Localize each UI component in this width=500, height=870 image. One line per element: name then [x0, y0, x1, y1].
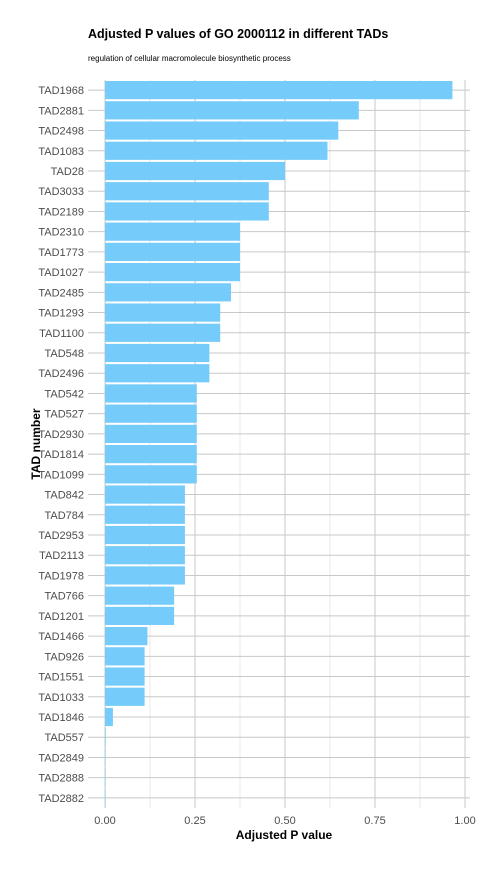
bar	[105, 789, 106, 807]
bar	[105, 769, 106, 787]
bars	[105, 81, 452, 807]
y-tick-label: TAD2498	[38, 126, 84, 138]
bar	[105, 647, 145, 665]
y-tick-label: TAD1466	[38, 631, 84, 643]
y-tick-label: TAD548	[44, 348, 84, 360]
y-tick-label: TAD3033	[38, 186, 84, 198]
bar	[105, 263, 240, 281]
y-tick-label: TAD2310	[38, 227, 84, 239]
bar	[105, 566, 185, 584]
x-tick-label: 0.00	[94, 815, 115, 827]
bar	[105, 384, 197, 402]
y-tick-label: TAD1978	[38, 570, 84, 582]
x-tick-label: 1.00	[454, 815, 475, 827]
bar	[105, 202, 269, 220]
bar	[105, 405, 197, 423]
bar	[105, 748, 106, 766]
bar	[105, 485, 185, 503]
bar	[105, 728, 106, 746]
x-tick-label: 0.50	[274, 815, 295, 827]
bar	[105, 425, 197, 443]
y-tick-label: TAD2496	[38, 368, 84, 380]
x-tick-labels: 0.00 0.25 0.50 0.75 1.00	[94, 815, 475, 827]
bar	[105, 223, 240, 241]
y-tick-label: TAD2189	[38, 206, 84, 218]
y-tick-label: TAD784	[44, 510, 84, 522]
bar	[105, 587, 174, 605]
y-tick-label: TAD1814	[38, 449, 84, 461]
y-tick-label: TAD542	[44, 388, 84, 400]
y-tick-label: TAD2849	[38, 752, 84, 764]
y-tick-label: TAD28	[51, 166, 84, 178]
y-tick-label: TAD1968	[38, 85, 84, 97]
bar	[105, 101, 359, 119]
y-tick-label: TAD1083	[38, 146, 84, 158]
y-tick-label: TAD1201	[38, 611, 84, 623]
bar	[105, 81, 452, 99]
y-tick-label: TAD1773	[38, 247, 84, 259]
y-tick-label: TAD1027	[38, 267, 84, 279]
y-tick-label: TAD2882	[38, 793, 84, 805]
bar	[105, 445, 197, 463]
bar	[105, 667, 145, 685]
y-tick-label: TAD2953	[38, 530, 84, 542]
bar	[105, 627, 147, 645]
y-tick-label: TAD557	[44, 732, 84, 744]
bar	[105, 121, 338, 139]
y-tick-label: TAD1293	[38, 308, 84, 320]
bar	[105, 182, 269, 200]
bar	[105, 364, 209, 382]
y-tick-label: TAD1033	[38, 692, 84, 704]
bar	[105, 243, 240, 261]
y-tick-label: TAD2888	[38, 773, 84, 785]
bar	[105, 506, 185, 524]
y-tick-label: TAD2113	[39, 550, 84, 562]
bar	[105, 465, 197, 483]
y-tick-label: TAD1551	[38, 672, 84, 684]
y-tick-labels: TAD1968 TAD2881 TAD2498 TAD1083 TAD28 TAD3033…	[38, 85, 84, 805]
y-tick-label: TAD766	[44, 591, 84, 603]
bar	[105, 324, 220, 342]
bar	[105, 688, 145, 706]
y-tick-label: TAD1846	[38, 712, 84, 724]
y-axis-title: TAD number	[29, 408, 43, 479]
bar	[105, 283, 231, 301]
x-tick-label: 0.25	[184, 815, 205, 827]
bar	[105, 607, 174, 625]
bar	[105, 546, 185, 564]
bar	[105, 142, 327, 160]
y-tick-label: TAD2485	[38, 287, 84, 299]
y-tick-label: TAD2930	[38, 429, 84, 441]
bar	[105, 526, 185, 544]
y-tick-label: TAD527	[44, 409, 84, 421]
bar	[105, 303, 220, 321]
x-tick-label: 0.75	[364, 815, 385, 827]
y-tick-label: TAD2881	[38, 105, 84, 117]
y-tick-label: TAD926	[44, 651, 84, 663]
bar	[105, 708, 113, 726]
x-axis-title: Adjusted P value	[236, 828, 333, 842]
y-tick-label: TAD842	[44, 490, 84, 502]
bar	[105, 162, 285, 180]
y-tick-label: TAD1099	[38, 469, 84, 481]
bar	[105, 344, 209, 362]
y-tick-label: TAD1100	[39, 328, 84, 340]
